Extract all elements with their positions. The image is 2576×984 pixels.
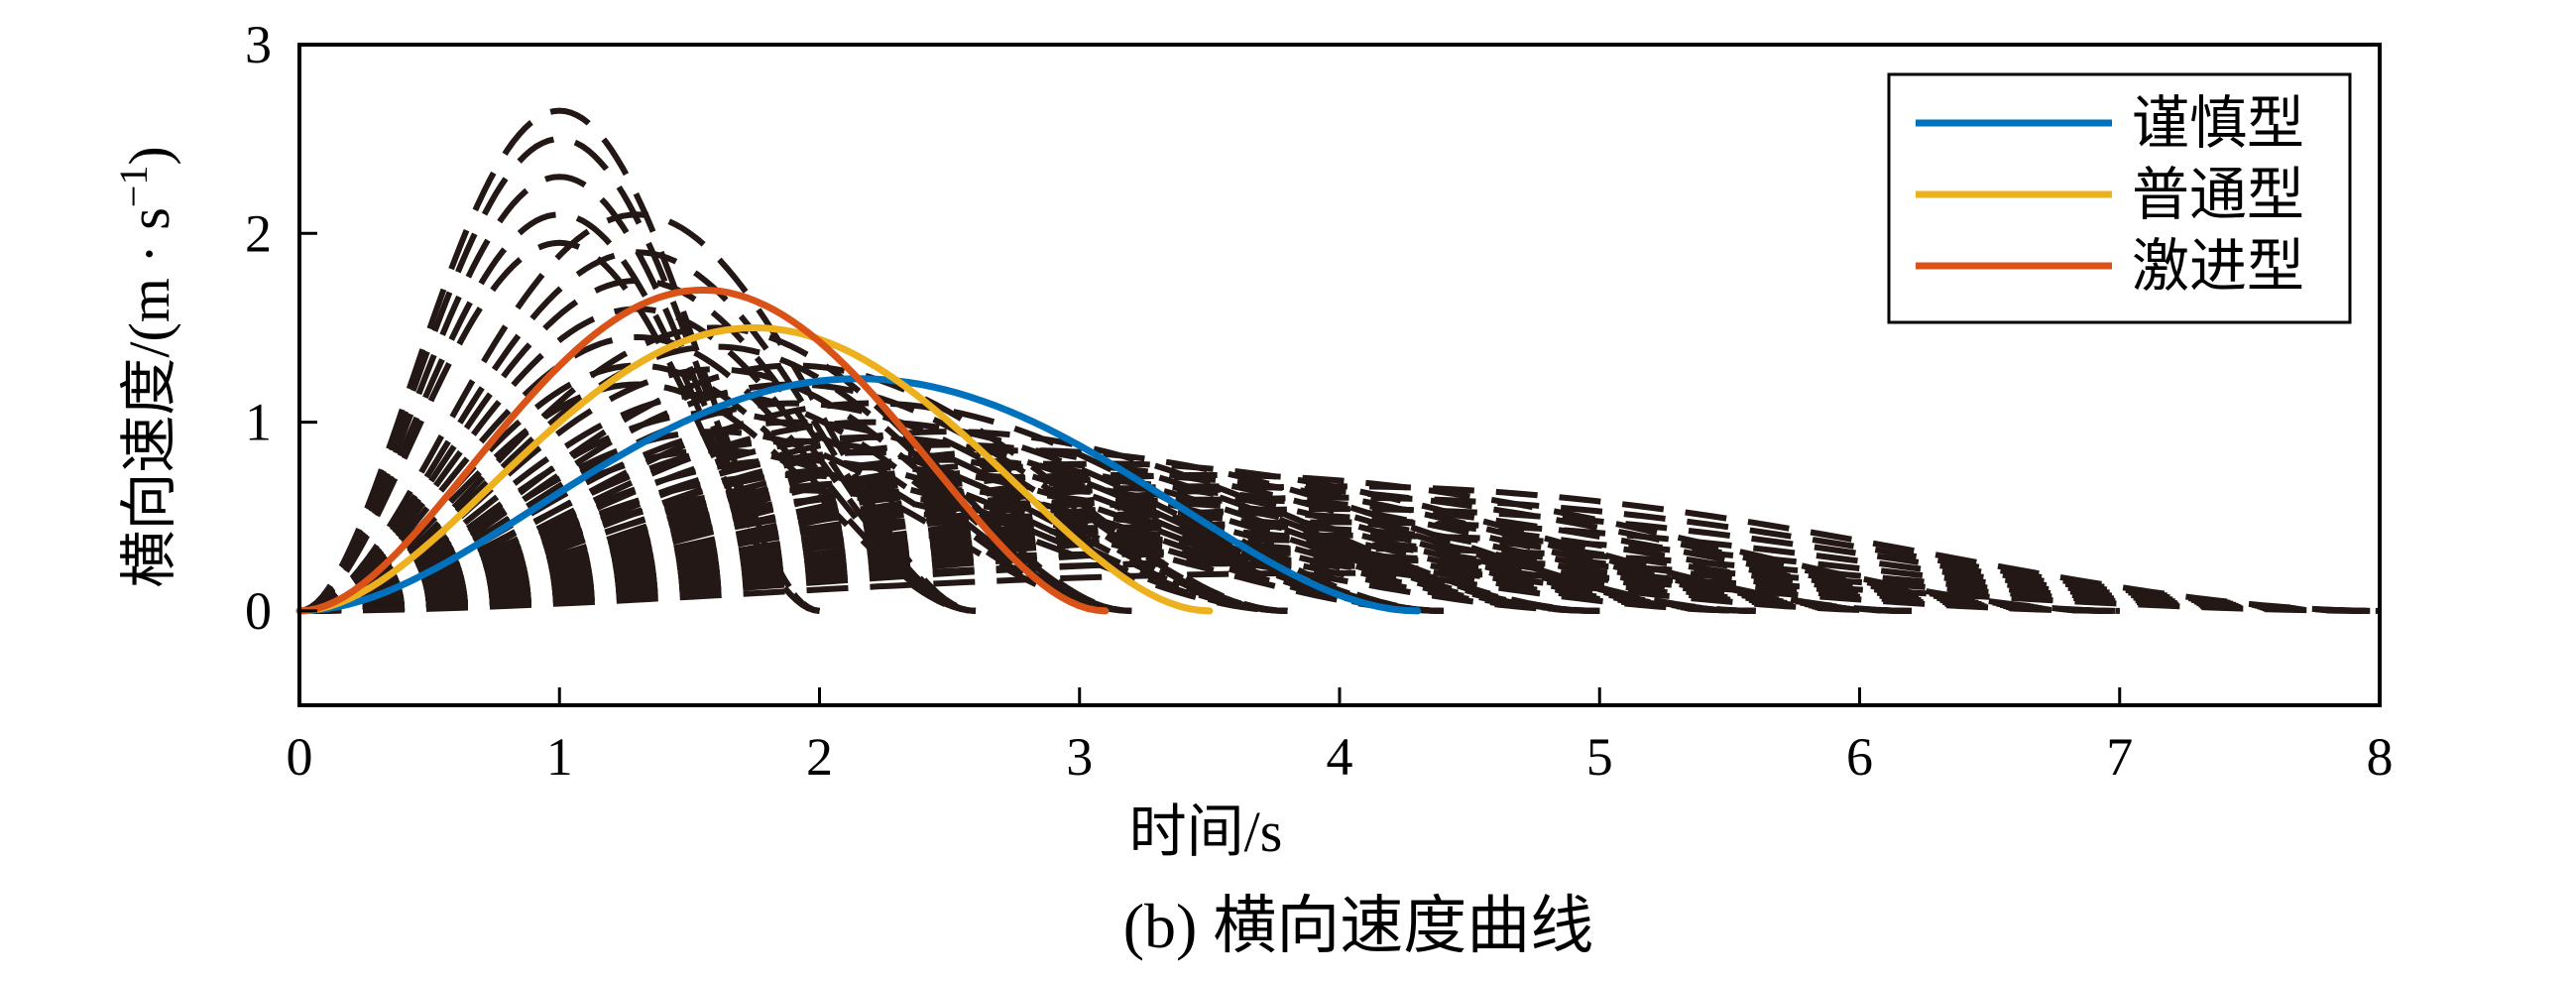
driver-style-curves — [295, 286, 1422, 615]
legend-label-0: 谨慎型 — [2132, 89, 2304, 157]
candidate-curve-9-6 — [298, 556, 2381, 614]
candidate-curve-9-7 — [298, 569, 2381, 614]
candidate-curve-9-3 — [298, 519, 2381, 614]
legend-label-1: 普通型 — [2132, 161, 2304, 228]
figure-caption: (b) 横向速度曲线 — [1123, 891, 1594, 961]
candidate-curve-9-5 — [298, 546, 2381, 614]
candidate-curve-9-1 — [298, 494, 2381, 614]
y-axis-label-close: ) — [117, 146, 181, 165]
series-line-2 — [295, 286, 1110, 615]
candidate-curve-5-0 — [298, 429, 1600, 614]
x-tick-label: 3 — [1066, 727, 1093, 787]
y-axis-ticks: 0 1 2 3 — [245, 15, 317, 641]
series-line-1 — [295, 323, 1214, 615]
candidate-curve-9-2 — [298, 506, 2381, 614]
candidate-curve-0-2 — [298, 174, 820, 614]
y-tick-label: 0 — [245, 581, 272, 641]
x-tick-label: 0 — [287, 727, 313, 787]
legend-box — [1887, 72, 2352, 324]
candidate-curve-8-0 — [298, 471, 2120, 614]
candidate-curve-9-0 — [298, 483, 2381, 614]
candidate-curve-8-1 — [298, 483, 2120, 614]
legend-label-2: 激进型 — [2132, 232, 2304, 300]
y-axis-label: 横向速度/(m · s−1) — [111, 146, 181, 587]
y-tick-label: 1 — [245, 393, 272, 452]
candidate-trajectories — [298, 107, 2381, 614]
y-axis-label-superscript: −1 — [111, 166, 156, 208]
x-tick-label: 6 — [1846, 727, 1873, 787]
x-tick-label: 1 — [546, 727, 573, 787]
x-tick-label: 8 — [2367, 727, 2394, 787]
candidate-curve-0-3 — [298, 211, 820, 614]
candidate-curve-5-1 — [298, 441, 1600, 614]
x-tick-label: 7 — [2106, 727, 2133, 787]
x-axis-label: 时间/s — [1129, 800, 1283, 864]
y-axis-label-main: 横向速度/(m · s — [117, 207, 181, 587]
candidate-curve-1-4 — [298, 333, 977, 614]
y-tick-label: 2 — [245, 203, 272, 263]
y-tick-label: 3 — [245, 15, 272, 74]
candidate-curve-1-2 — [298, 277, 977, 614]
x-axis-ticks: 0 1 2 3 4 5 6 7 8 — [287, 687, 2394, 787]
x-tick-label: 4 — [1327, 727, 1353, 787]
candidate-curve-9-4 — [298, 532, 2381, 614]
x-tick-label: 5 — [1586, 727, 1613, 787]
x-tick-label: 2 — [806, 727, 833, 787]
